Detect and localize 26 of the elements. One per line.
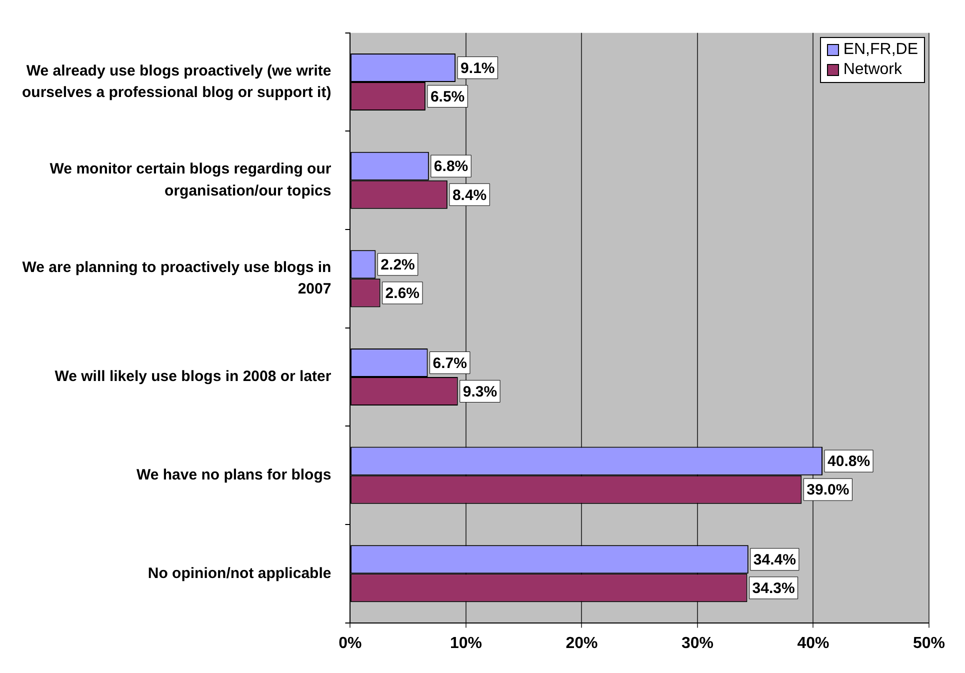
legend-label: Network (843, 60, 902, 80)
data-label: 6.7% (432, 354, 467, 372)
data-label: 6.5% (430, 88, 465, 106)
data-label: 6.8% (434, 158, 468, 176)
x-tick-label: 40% (797, 634, 830, 652)
x-tick-label: 0% (338, 634, 362, 652)
data-label: 40.8% (828, 453, 870, 470)
data-label: 34.3% (752, 580, 795, 598)
data-label: 8.4% (452, 186, 487, 204)
data-label: 34.4% (753, 552, 796, 569)
x-tick-label: 30% (681, 634, 714, 652)
y-tick-label: We have no plans for blogs (136, 466, 332, 484)
x-tick-label: 20% (566, 634, 598, 652)
y-tick-label: We are planning to proactively use blogs in 2007 (22, 258, 332, 298)
y-tick-label: We monitor certain blogs regarding our organisation/our topics (50, 160, 332, 200)
y-tick-label: We will likely use blogs in 2008 or later (54, 368, 332, 386)
x-tick-label: 50% (912, 634, 946, 652)
data-label: 39.0% (806, 482, 850, 499)
legend-label: EN,FR,DE (843, 40, 918, 60)
data-label: 2.6% (385, 285, 420, 302)
y-tick-label: We already use blogs proactively (we write ourselves a professional blog or support it) (22, 62, 332, 102)
data-label: 9.3% (462, 383, 498, 400)
data-label: 2.2% (380, 256, 415, 274)
data-label: 9.1% (460, 60, 495, 77)
y-tick-label: No opinion/not applicable (148, 564, 332, 582)
x-tick-label: 10% (450, 634, 482, 652)
